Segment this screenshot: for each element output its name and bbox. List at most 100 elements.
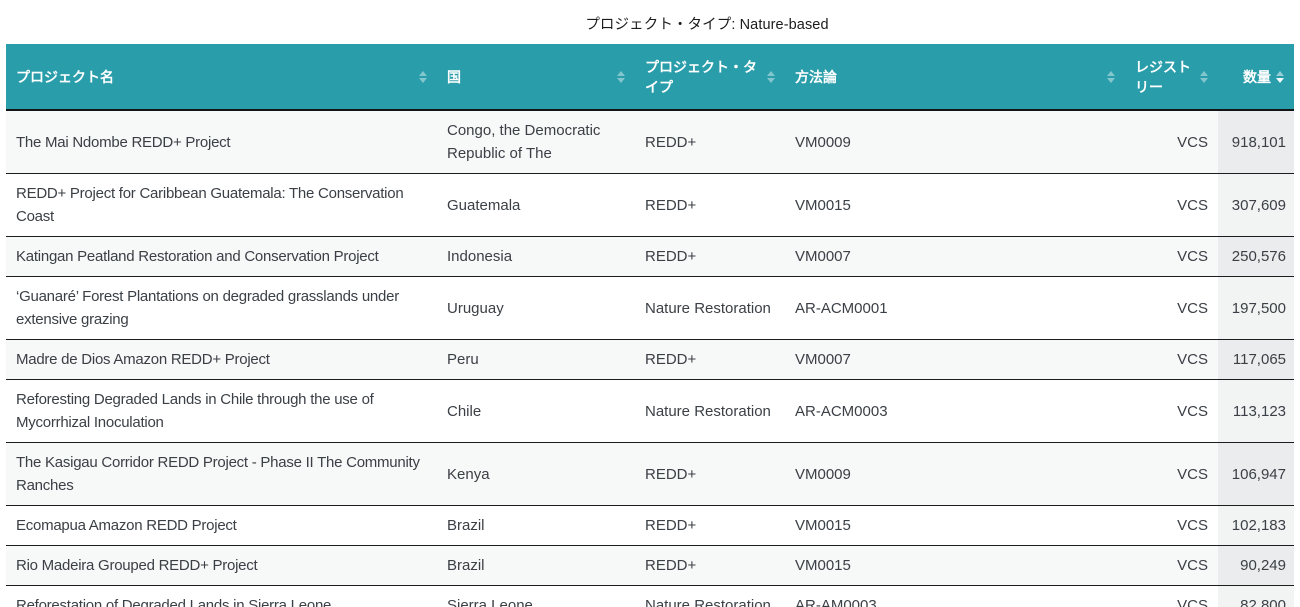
registry-cell: VCS	[1125, 545, 1218, 586]
country-cell: Guatemala	[437, 173, 635, 237]
methodology-cell: VM0007	[785, 236, 1125, 277]
project-type-cell: REDD+	[635, 505, 785, 546]
projects-table: プロジェクト名 国 プロジェクト・タイプ	[6, 44, 1294, 607]
project-name-cell: REDD+ Project for Caribbean Guatemala: T…	[6, 173, 437, 237]
quantity-cell: 102,183	[1218, 505, 1294, 546]
project-name-cell: Reforesting Degraded Lands in Chile thro…	[6, 379, 437, 443]
table-row: Madre de Dios Amazon REDD+ Project Peru …	[6, 339, 1294, 380]
methodology-cell: VM0015	[785, 545, 1125, 586]
project-type-cell: REDD+	[635, 173, 785, 237]
column-label: プロジェクト名	[16, 68, 114, 85]
project-type-cell: REDD+	[635, 110, 785, 174]
country-cell: Indonesia	[437, 236, 635, 277]
methodology-cell: VM0015	[785, 173, 1125, 237]
sort-icons	[617, 70, 625, 83]
quantity-cell: 918,101	[1218, 110, 1294, 174]
project-name-cell: Rio Madeira Grouped REDD+ Project	[6, 545, 437, 586]
quantity-cell: 90,249	[1218, 545, 1294, 586]
quantity-cell: 106,947	[1218, 442, 1294, 506]
registry-cell: VCS	[1125, 505, 1218, 546]
quantity-cell: 250,576	[1218, 236, 1294, 277]
country-cell: Kenya	[437, 442, 635, 506]
project-type-cell: REDD+	[635, 442, 785, 506]
column-header-country[interactable]: 国	[437, 44, 635, 111]
table-row: Katingan Peatland Restoration and Conser…	[6, 236, 1294, 277]
sort-icons	[1200, 70, 1208, 83]
project-type-cell: Nature Restoration	[635, 585, 785, 607]
methodology-cell: AR-ACM0003	[785, 379, 1125, 443]
column-label: 方法論	[795, 68, 837, 85]
quantity-cell: 113,123	[1218, 379, 1294, 443]
registry-cell: VCS	[1125, 173, 1218, 237]
sort-icons	[767, 70, 775, 83]
project-type-cell: REDD+	[635, 545, 785, 586]
table-body: The Mai Ndombe REDD+ Project Congo, the …	[6, 110, 1294, 607]
project-type-cell: REDD+	[635, 236, 785, 277]
registry-cell: VCS	[1125, 442, 1218, 506]
project-name-cell: Katingan Peatland Restoration and Conser…	[6, 236, 437, 277]
table-row: The Mai Ndombe REDD+ Project Congo, the …	[6, 110, 1294, 174]
sort-desc-icon	[767, 77, 775, 83]
column-label: プロジェクト・タイプ	[645, 58, 757, 95]
registry-cell: VCS	[1125, 236, 1218, 277]
sort-asc-icon	[617, 70, 625, 76]
quantity-cell: 197,500	[1218, 276, 1294, 340]
registry-cell: VCS	[1125, 339, 1218, 380]
column-header-quantity[interactable]: 数量	[1218, 44, 1294, 111]
methodology-cell: VM0007	[785, 339, 1125, 380]
chart-title-bar: プロジェクト・タイプ: Nature-based	[0, 0, 1300, 44]
registry-cell: VCS	[1125, 110, 1218, 174]
sort-icons	[1276, 70, 1284, 83]
column-header-project-name[interactable]: プロジェクト名	[6, 44, 437, 111]
column-label: 国	[447, 68, 461, 85]
registry-cell: VCS	[1125, 585, 1218, 607]
column-header-registry[interactable]: レジストリー	[1125, 44, 1218, 111]
methodology-cell: VM0015	[785, 505, 1125, 546]
sort-asc-icon	[1200, 70, 1208, 76]
project-type-cell: Nature Restoration	[635, 379, 785, 443]
quantity-cell: 307,609	[1218, 173, 1294, 237]
header-row: プロジェクト名 国 プロジェクト・タイプ	[6, 44, 1294, 111]
sort-asc-icon	[1107, 70, 1115, 76]
table-row: Rio Madeira Grouped REDD+ Project Brazil…	[6, 545, 1294, 586]
country-cell: Sierra Leone	[437, 585, 635, 607]
project-name-cell: ‘Guanaré’ Forest Plantations on degraded…	[6, 276, 437, 340]
table-row: Ecomapua Amazon REDD Project Brazil REDD…	[6, 505, 1294, 546]
quantity-cell: 82,800	[1218, 585, 1294, 607]
sort-icons	[419, 70, 427, 83]
column-header-methodology[interactable]: 方法論	[785, 44, 1125, 111]
country-cell: Brazil	[437, 505, 635, 546]
project-name-cell: The Mai Ndombe REDD+ Project	[6, 110, 437, 174]
registry-cell: VCS	[1125, 379, 1218, 443]
project-type-cell: REDD+	[635, 339, 785, 380]
sort-desc-icon	[1200, 77, 1208, 83]
project-name-cell: Reforestation of Degraded Lands in Sierr…	[6, 585, 437, 607]
project-name-cell: Ecomapua Amazon REDD Project	[6, 505, 437, 546]
page-title: プロジェクト・タイプ: Nature-based	[585, 16, 829, 33]
methodology-cell: AR-AM0003	[785, 585, 1125, 607]
sort-icons	[1107, 70, 1115, 83]
table-row: Reforestation of Degraded Lands in Sierr…	[6, 585, 1294, 607]
country-cell: Brazil	[437, 545, 635, 586]
project-name-cell: Madre de Dios Amazon REDD+ Project	[6, 339, 437, 380]
country-cell: Peru	[437, 339, 635, 380]
column-label: 数量	[1243, 68, 1271, 85]
country-cell: Chile	[437, 379, 635, 443]
sort-desc-icon	[1107, 77, 1115, 83]
country-cell: Congo, the Democratic Republic of The	[437, 110, 635, 174]
table-header: プロジェクト名 国 プロジェクト・タイプ	[6, 44, 1294, 111]
column-header-project-type[interactable]: プロジェクト・タイプ	[635, 44, 785, 111]
sort-desc-icon	[419, 77, 427, 83]
methodology-cell: VM0009	[785, 442, 1125, 506]
quantity-cell: 117,065	[1218, 339, 1294, 380]
project-name-cell: The Kasigau Corridor REDD Project - Phas…	[6, 442, 437, 506]
methodology-cell: VM0009	[785, 110, 1125, 174]
table-row: ‘Guanaré’ Forest Plantations on degraded…	[6, 276, 1294, 340]
sort-asc-icon	[1276, 70, 1284, 76]
table-row: The Kasigau Corridor REDD Project - Phas…	[6, 442, 1294, 506]
project-type-cell: Nature Restoration	[635, 276, 785, 340]
methodology-cell: AR-ACM0001	[785, 276, 1125, 340]
sort-desc-icon	[1276, 77, 1284, 83]
sort-desc-icon	[617, 77, 625, 83]
